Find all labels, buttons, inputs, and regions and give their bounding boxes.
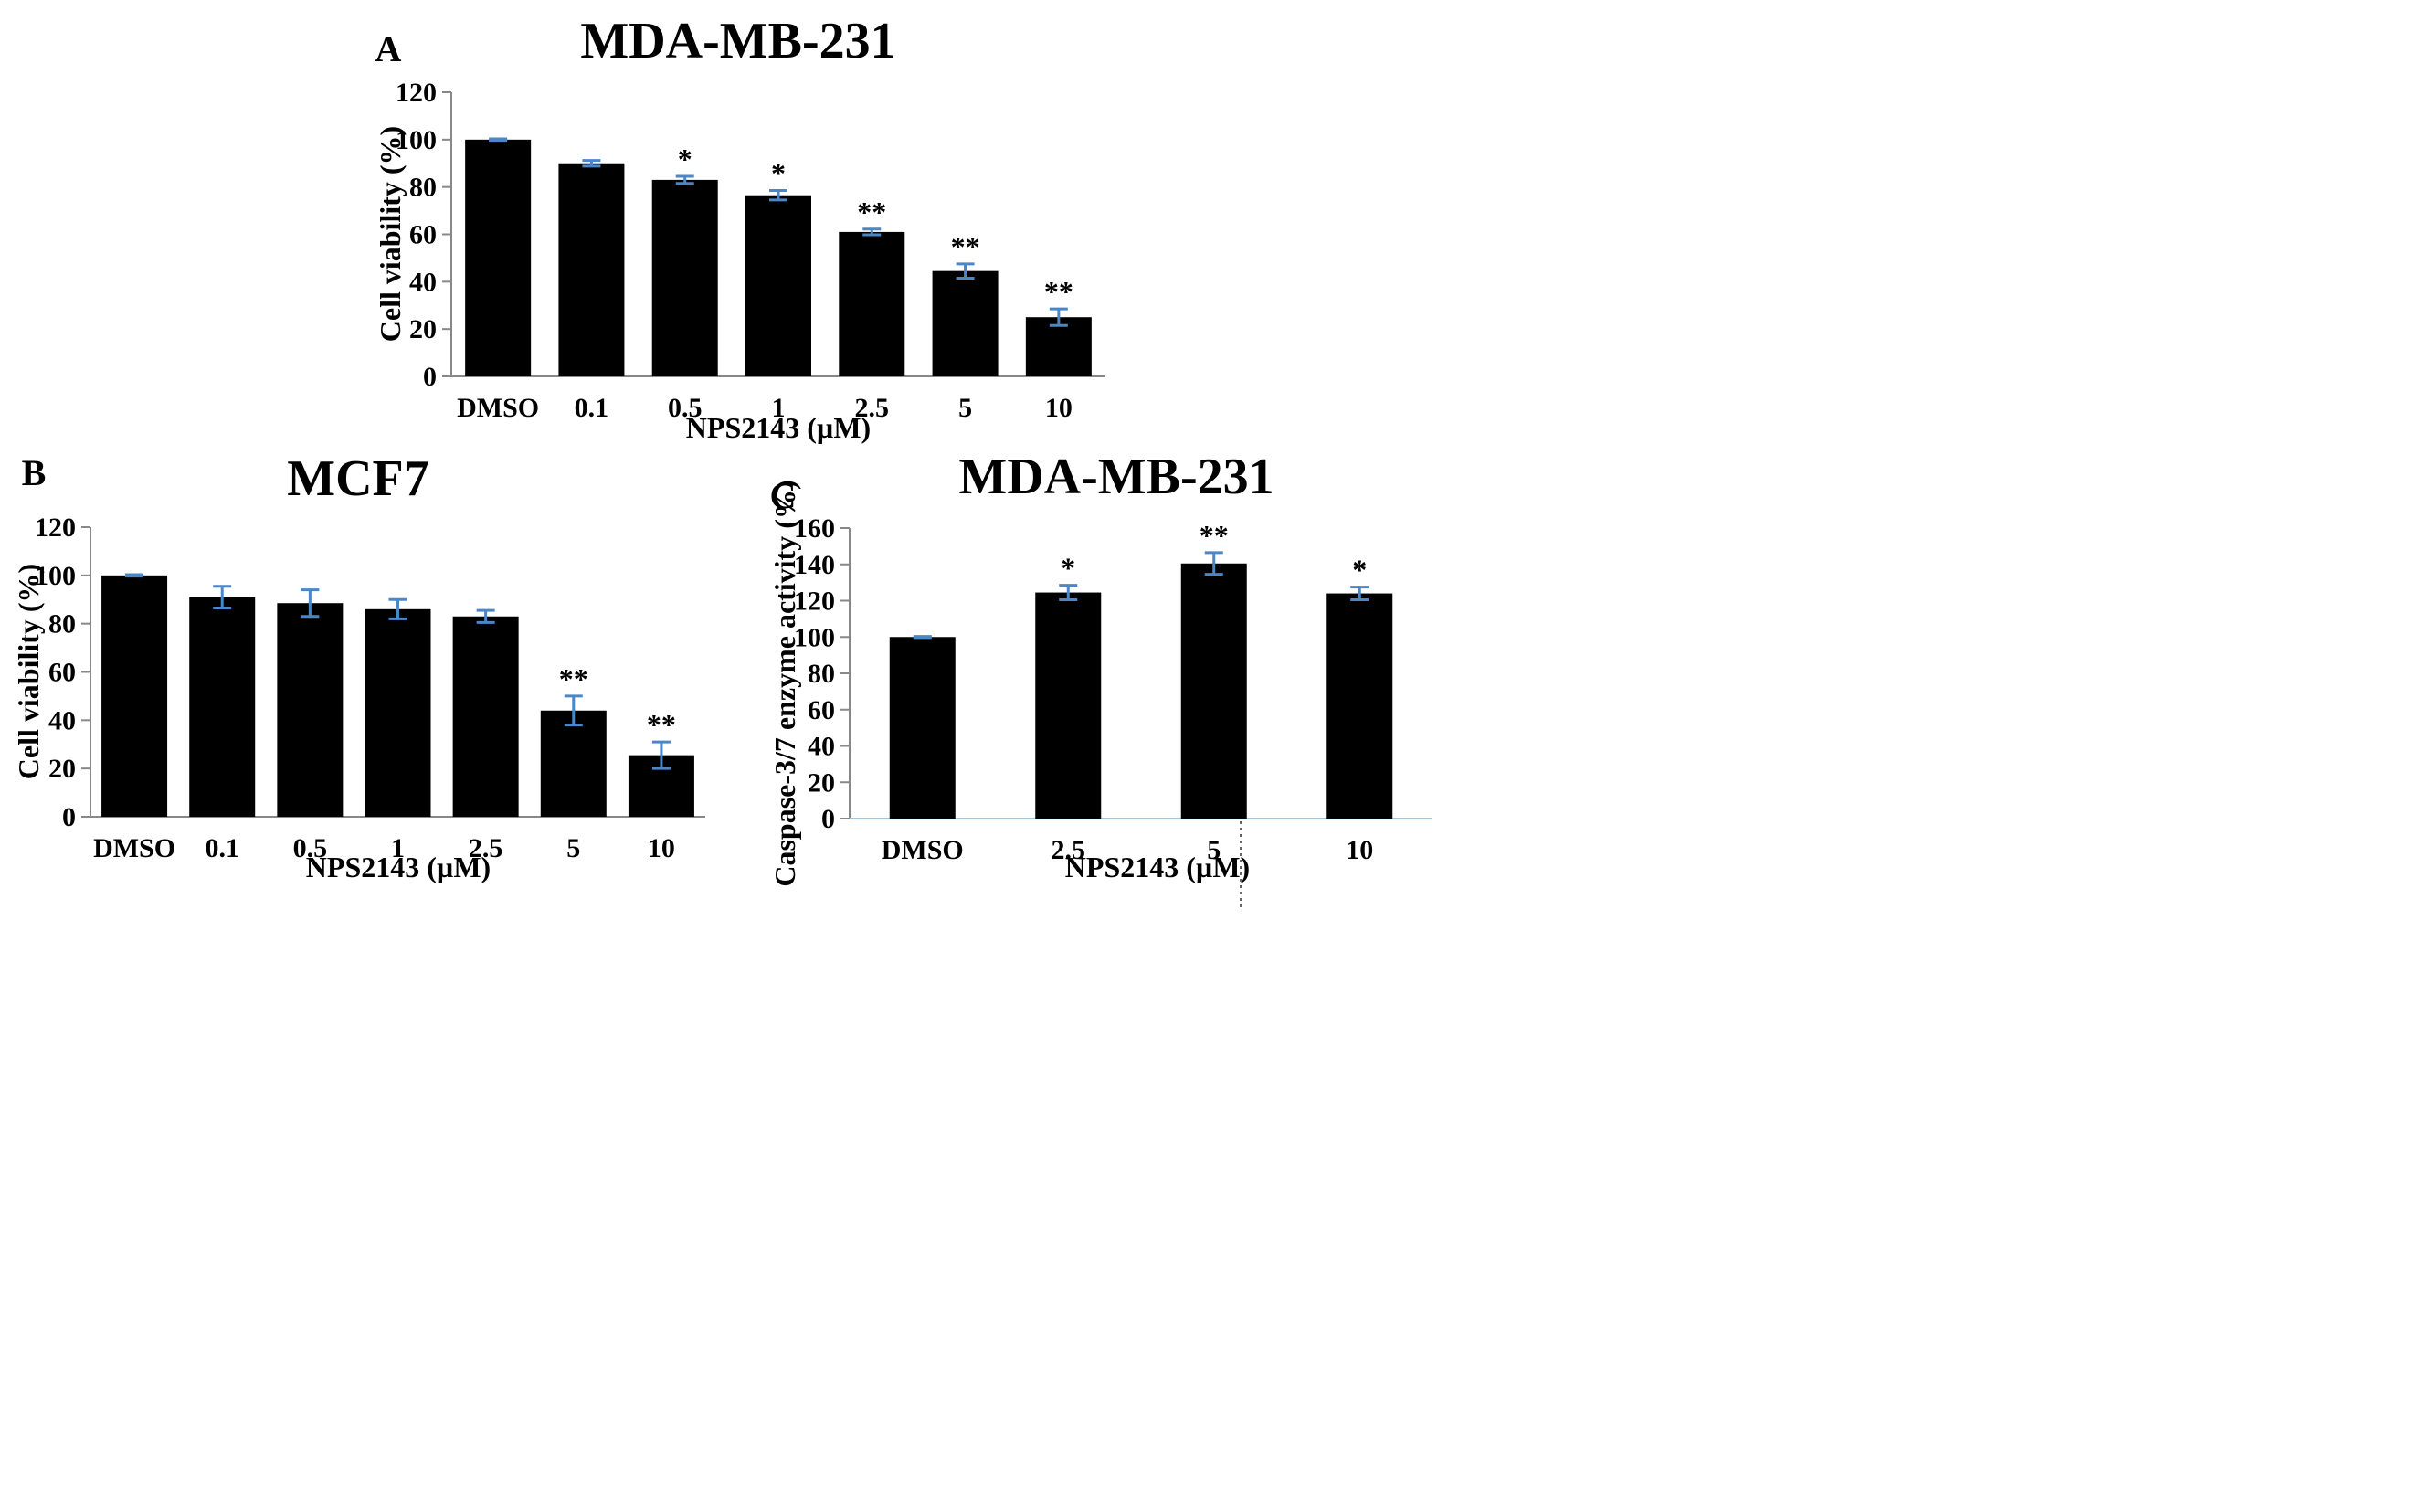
bar-DMSO (101, 575, 168, 817)
significance-marker: ** (647, 708, 676, 741)
x-tick-label: DMSO (93, 833, 175, 863)
x-tick-label: 5 (566, 833, 580, 863)
y-tick-label: 80 (48, 609, 76, 640)
bar-DMSO (465, 139, 532, 377)
y-tick-label: 80 (409, 173, 437, 203)
y-tick-label: 40 (808, 732, 835, 762)
bar-DMSO (889, 637, 956, 819)
bar-2.5 (839, 231, 905, 376)
panel-c: C MDA-MB-231 0 20 40 60 80 100 120 140 160 DMSO * 2.5… (768, 449, 1432, 887)
y-tick-label: 60 (48, 658, 76, 688)
x-tick-label: 0.5 (668, 393, 703, 423)
x-tick-label: 1 (772, 393, 786, 423)
panel-letter-C: C (770, 475, 797, 516)
x-tick-label: 10 (648, 833, 675, 863)
x-tick-label: 2.5 (469, 833, 503, 863)
y-tick-label: 20 (808, 767, 835, 798)
bar-0.1 (558, 163, 625, 376)
significance-marker: * (1061, 552, 1075, 585)
chart-title: MDA-MB-231 (958, 449, 1274, 505)
x-tick-label: DMSO (457, 393, 539, 423)
panel-b: B MCF7 0 20 40 60 80 100 120 DMSO 0.1 0.5 1 2.5 ** 5 ** 1… (12, 450, 705, 883)
x-tick-label: 0.1 (205, 833, 239, 863)
x-tick-label: 0.1 (575, 393, 609, 423)
y-tick-label: 100 (35, 561, 76, 591)
bar-1 (365, 608, 431, 817)
bar-0.5 (277, 603, 344, 817)
y-tick-label: 100 (794, 622, 835, 652)
y-tick-label: 60 (409, 220, 437, 250)
y-tick-label: 100 (396, 125, 437, 155)
y-tick-label: 60 (808, 695, 835, 725)
y-axis-label: Caspase-3/7 enzyme activity (%) (768, 480, 801, 886)
x-tick-label: 2.5 (855, 393, 890, 423)
y-tick-label: 40 (48, 705, 76, 735)
y-tick-label: 120 (396, 78, 437, 108)
x-axis-label: NPS2143 (µM) (686, 411, 871, 444)
bar-2.5 (452, 616, 519, 817)
x-tick-label: 2.5 (1052, 835, 1086, 865)
y-tick-label: 0 (62, 802, 76, 832)
x-tick-label: 10 (1346, 835, 1373, 865)
significance-marker: ** (951, 230, 980, 263)
x-tick-label: DMSO (882, 835, 964, 865)
bar-5 (932, 270, 999, 376)
x-tick-label: 10 (1045, 393, 1073, 423)
x-axis-label: NPS2143 (µM) (1065, 851, 1250, 883)
y-tick-label: 120 (794, 587, 835, 617)
y-axis-label: Cell viability (%) (12, 564, 45, 779)
y-tick-label: 120 (35, 513, 76, 543)
chart-title: MCF7 (287, 450, 429, 507)
significance-marker: ** (857, 196, 886, 228)
bar-1 (745, 195, 811, 376)
panel-letter-B: B (22, 452, 47, 493)
y-tick-label: 20 (409, 314, 437, 344)
bar-10 (1326, 593, 1393, 819)
bar-10 (1025, 317, 1092, 376)
y-axis-label: Cell viability (%) (374, 126, 407, 342)
y-tick-label: 80 (808, 659, 835, 689)
bar-2.5 (1035, 592, 1102, 819)
x-tick-label: 5 (1207, 835, 1221, 865)
x-axis-label: NPS2143 (µM) (306, 851, 491, 883)
significance-marker: ** (559, 662, 588, 695)
x-tick-label: 0.5 (293, 833, 328, 863)
y-tick-label: 140 (794, 550, 835, 580)
chart-title: MDA-MB-231 (580, 13, 895, 69)
significance-marker: * (678, 143, 692, 175)
significance-marker: ** (1200, 519, 1229, 552)
y-tick-label: 40 (409, 267, 437, 297)
significance-marker: * (771, 157, 786, 190)
bar-5 (540, 710, 607, 817)
y-tick-label: 160 (794, 513, 835, 544)
bar-0.5 (651, 179, 718, 376)
significance-marker: * (1352, 554, 1367, 587)
significance-marker: ** (1044, 275, 1073, 308)
bar-0.1 (189, 597, 256, 817)
panel-letter-A: A (375, 28, 402, 69)
x-tick-label: 5 (958, 393, 972, 423)
y-tick-label: 20 (48, 754, 76, 784)
x-tick-label: 1 (391, 833, 405, 863)
panel-a: A MDA-MB-231 0 20 40 60 80 100 120 DMSO 0.1 * 0.5 * 1 *… (374, 13, 1105, 444)
y-tick-label: 0 (821, 804, 835, 834)
y-tick-label: 0 (423, 362, 437, 392)
bar-5 (1180, 563, 1247, 819)
